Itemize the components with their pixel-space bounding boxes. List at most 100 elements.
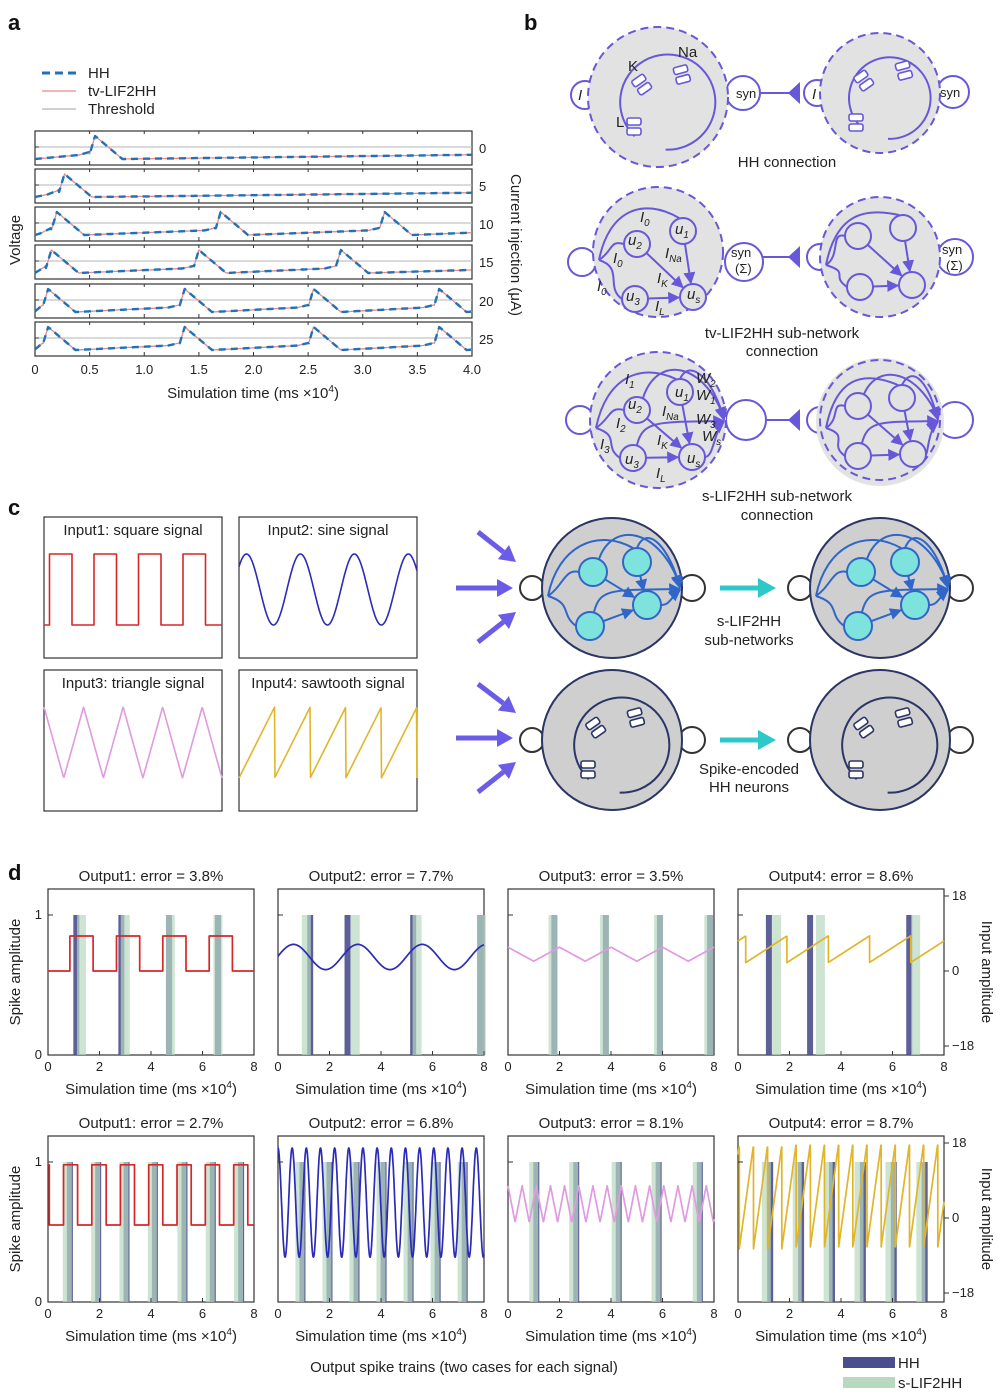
neuron-node [846, 273, 874, 301]
label-part: I [600, 436, 604, 453]
sawtooth-signal-line [238, 706, 418, 779]
ion-channel-icon [585, 716, 607, 739]
figure-caption: Output spike trains (two cases for each … [310, 1359, 618, 1376]
label-part: 1 [683, 230, 688, 241]
x-tick-label: 0 [274, 1059, 281, 1074]
coupling-edge [903, 575, 915, 592]
neuron-node [899, 440, 927, 468]
label-part: 0 [617, 259, 623, 270]
diagram-label: Ws [702, 428, 721, 448]
output-edge [642, 368, 727, 420]
x-axis-label: Simulation time (ms ×104) [525, 1327, 697, 1345]
x-axis-label: Simulation time (ms ×104) [755, 1080, 927, 1098]
s-lif2hh-spike-bar [600, 915, 610, 1055]
neuron-node [679, 283, 707, 311]
label-part: 4 [226, 1327, 232, 1338]
neuron-membrane [541, 669, 683, 811]
output-arrow-head [758, 730, 776, 750]
sawtooth-signal-line [737, 935, 945, 964]
input-arrow-head [497, 545, 516, 562]
label-part: s [695, 459, 700, 470]
ion-channel-icon [626, 707, 646, 728]
sawtooth-signal-line [737, 1144, 945, 1250]
label-part: 1 [683, 393, 688, 404]
diagram-label: u3 [625, 451, 639, 471]
input-loop [567, 247, 597, 277]
current-injection-label: 20 [479, 294, 493, 309]
input-arrow-head [497, 762, 516, 779]
right-axis-label: Current injection (μA) [507, 174, 524, 316]
label-part: I [616, 415, 620, 432]
x-tick-label: 0.5 [81, 362, 99, 377]
neuron-node [843, 611, 873, 641]
label-part: 1 [710, 396, 715, 407]
label-part: W [696, 370, 712, 387]
label-part: W [702, 428, 718, 445]
label-part: 4 [456, 1327, 462, 1338]
x-tick-label: 8 [710, 1306, 717, 1321]
diagram-label: IL [656, 465, 666, 485]
label-part: I [613, 250, 617, 267]
x-tick-label: 4 [607, 1306, 614, 1321]
channel-half [636, 81, 653, 96]
hh-trace [34, 172, 473, 199]
neuron-node [889, 214, 917, 242]
ion-channel-icon [672, 64, 692, 85]
synapse-loop [725, 399, 767, 441]
hh-neuron [819, 32, 941, 154]
sub-network [592, 186, 724, 318]
hh-neuron-label: HH neurons [709, 779, 789, 796]
s-lif2hh-spike-bar [761, 1162, 771, 1302]
synapse-sum-label: (Σ) [946, 258, 963, 273]
s-lif2hh-spike-bar [692, 1162, 702, 1302]
hh-spike-bar [73, 915, 80, 1055]
label-part: Simulation time (ms ×10 [755, 1328, 916, 1345]
x-tick-label: 2 [786, 1059, 793, 1074]
x-axis-label: Simulation time (ms ×104) [295, 1080, 467, 1098]
channel-half [631, 73, 647, 88]
x-tick-label: 0 [504, 1059, 511, 1074]
input-edge [547, 539, 634, 597]
x-tick-label: 2.5 [299, 362, 317, 377]
diagram-label: IL [655, 298, 665, 318]
output-spike-plot [47, 1135, 255, 1303]
x-tick-label: 4 [377, 1059, 384, 1074]
output-edge [660, 589, 681, 606]
label-part: Na [669, 254, 682, 265]
label-part: 4 [686, 1327, 692, 1338]
channel-half [858, 724, 875, 739]
label-part: ) [462, 1081, 467, 1098]
diagram-label: IK [657, 270, 668, 290]
synapse-sum-label: (Σ) [735, 261, 752, 276]
s-lif2hh-spike-bar [823, 1162, 833, 1302]
x-tick-label: 1.5 [190, 362, 208, 377]
diagram-label: I2 [616, 415, 626, 435]
output-spike-plot [507, 1135, 715, 1303]
label-part: Simulation time (ms ×10 [295, 1328, 456, 1345]
label-part: u [687, 450, 696, 467]
x-tick-label: 6 [199, 1059, 206, 1074]
s-lif2hh-spike-bar [704, 915, 714, 1055]
x-tick-label: 2 [556, 1306, 563, 1321]
x-axis-label: Simulation time (ms ×104) [295, 1327, 467, 1345]
label-part: W [696, 387, 712, 404]
synapse-label: syn [942, 242, 962, 257]
x-tick-label: 0 [734, 1306, 741, 1321]
label-part: ) [462, 1328, 467, 1345]
right-axis-label: Input amplitude [978, 921, 995, 1024]
input-edge [825, 234, 846, 266]
input-edge [825, 427, 846, 457]
legend-hh-swatch [843, 1357, 895, 1368]
diagram-label: u1 [675, 384, 689, 404]
hh-neuron [587, 26, 729, 168]
input-edge [547, 595, 577, 627]
strip-frame [34, 130, 473, 166]
diagram-label: IK [657, 432, 668, 452]
y-axis-label: Voltage [7, 215, 24, 265]
input-edge [547, 570, 580, 597]
tv-lif2hh-trace [34, 288, 473, 313]
input-edge [598, 242, 625, 261]
sub-network-boundary [809, 517, 951, 659]
label-part: ) [232, 1081, 237, 1098]
